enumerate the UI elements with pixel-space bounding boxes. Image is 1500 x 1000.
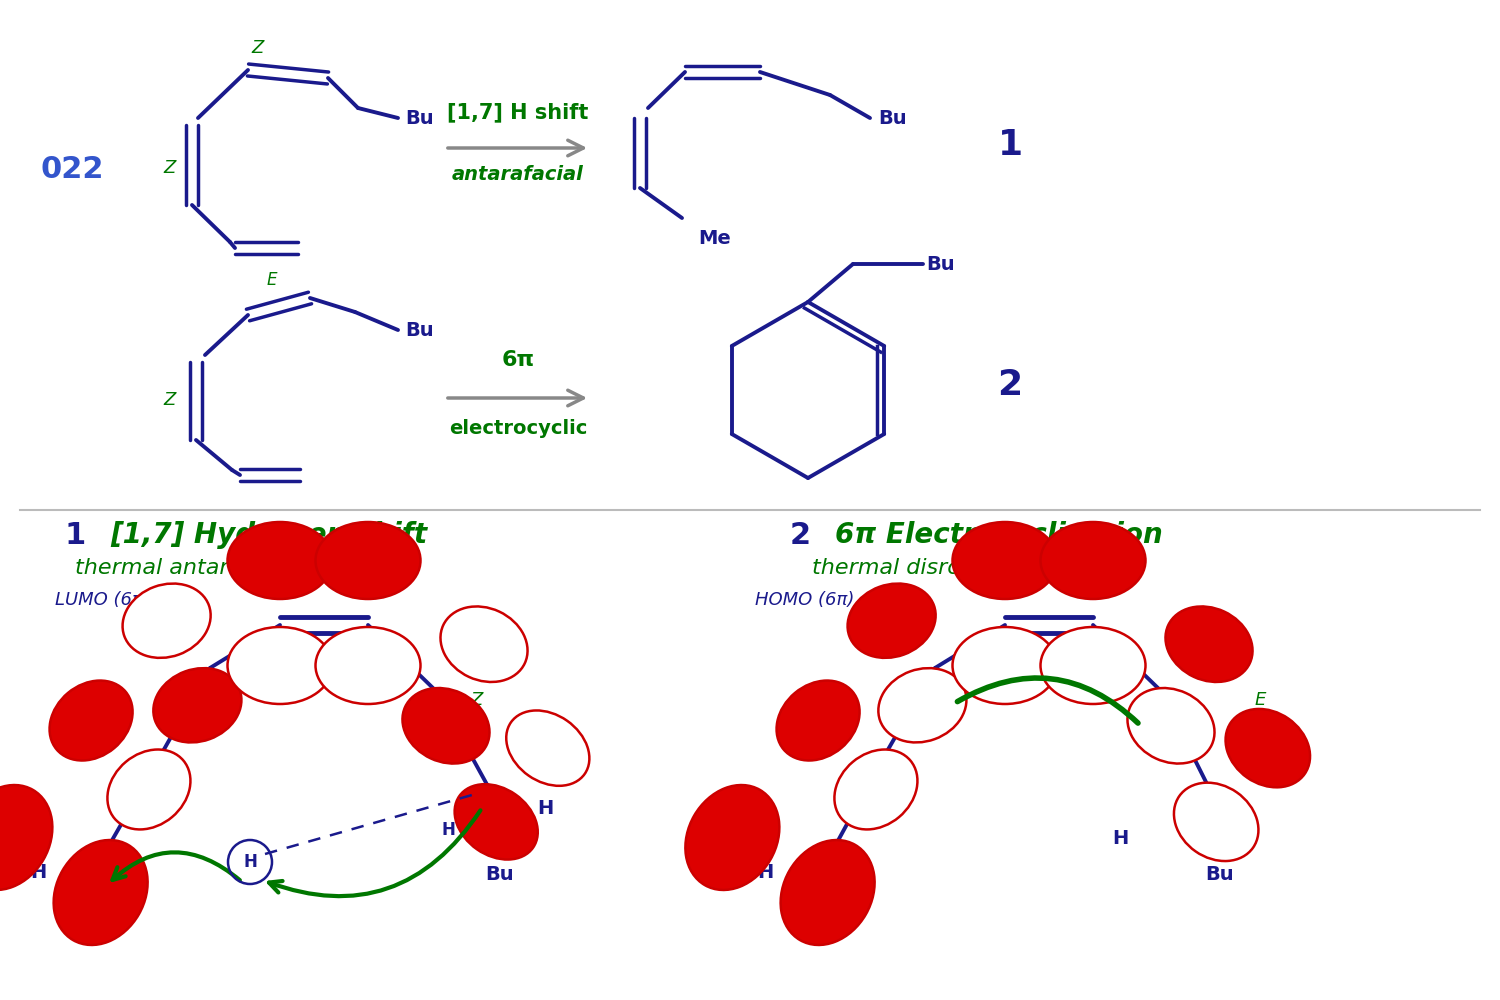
Text: 2: 2	[998, 368, 1023, 402]
Text: H: H	[243, 853, 256, 871]
Text: 1: 1	[998, 128, 1023, 162]
Text: Bu: Bu	[405, 320, 433, 340]
Text: E: E	[267, 271, 278, 289]
Text: thermal antarafacial: thermal antarafacial	[75, 558, 302, 578]
Text: Me: Me	[698, 229, 730, 247]
Ellipse shape	[777, 681, 859, 760]
Ellipse shape	[454, 784, 538, 860]
Text: Bu: Bu	[926, 254, 954, 273]
Ellipse shape	[952, 522, 1058, 599]
Text: antarafacial: antarafacial	[452, 165, 584, 184]
Text: Z: Z	[470, 691, 483, 709]
Text: [1,7] H shift: [1,7] H shift	[447, 102, 588, 122]
Ellipse shape	[847, 584, 936, 658]
Text: H: H	[537, 798, 554, 818]
Ellipse shape	[108, 750, 190, 829]
Text: Z: Z	[164, 159, 176, 177]
Ellipse shape	[0, 785, 53, 890]
Ellipse shape	[441, 606, 528, 682]
Text: H: H	[471, 819, 484, 837]
Ellipse shape	[228, 627, 333, 704]
Text: H: H	[441, 821, 454, 839]
Text: thermal disrotatory: thermal disrotatory	[812, 558, 1028, 578]
Ellipse shape	[1174, 783, 1258, 861]
Ellipse shape	[153, 668, 242, 742]
Ellipse shape	[402, 688, 489, 764]
Text: Z: Z	[164, 391, 176, 409]
Text: Z: Z	[252, 39, 264, 57]
Ellipse shape	[686, 785, 780, 890]
Text: electrocyclic: electrocyclic	[448, 418, 586, 438]
Text: [1,7] Hydrogen shift: [1,7] Hydrogen shift	[110, 521, 427, 549]
Text: E: E	[1256, 691, 1266, 709]
Ellipse shape	[1041, 522, 1146, 599]
Ellipse shape	[315, 627, 420, 704]
Ellipse shape	[1128, 688, 1215, 764]
Text: HOMO (6π): HOMO (6π)	[754, 591, 855, 609]
FancyArrowPatch shape	[957, 678, 1138, 723]
Ellipse shape	[228, 522, 333, 599]
Text: H: H	[30, 862, 46, 882]
Ellipse shape	[1226, 709, 1310, 787]
Text: 022: 022	[40, 155, 104, 184]
Text: 2: 2	[789, 520, 810, 550]
Text: Bu: Bu	[878, 108, 906, 127]
Text: Bu: Bu	[486, 865, 514, 884]
Text: Bu: Bu	[1206, 865, 1234, 884]
Text: 1: 1	[64, 520, 86, 550]
Ellipse shape	[834, 750, 918, 829]
Text: H: H	[1191, 831, 1204, 849]
Text: H: H	[1112, 828, 1128, 848]
Ellipse shape	[54, 840, 147, 945]
Ellipse shape	[1041, 627, 1146, 704]
Text: LUMO (6π): LUMO (6π)	[56, 591, 150, 609]
FancyArrowPatch shape	[112, 852, 240, 880]
Text: H: H	[758, 862, 772, 882]
Ellipse shape	[50, 681, 132, 760]
Ellipse shape	[506, 710, 590, 786]
Ellipse shape	[1166, 606, 1252, 682]
Ellipse shape	[315, 522, 420, 599]
Ellipse shape	[780, 840, 874, 945]
Ellipse shape	[879, 668, 966, 742]
Text: 6π: 6π	[501, 350, 534, 370]
FancyArrowPatch shape	[268, 810, 480, 896]
Text: H: H	[1221, 829, 1234, 847]
Text: Bu: Bu	[405, 108, 433, 127]
Text: 6π Electrocyclisation: 6π Electrocyclisation	[836, 521, 1162, 549]
Ellipse shape	[952, 627, 1058, 704]
Ellipse shape	[123, 584, 210, 658]
